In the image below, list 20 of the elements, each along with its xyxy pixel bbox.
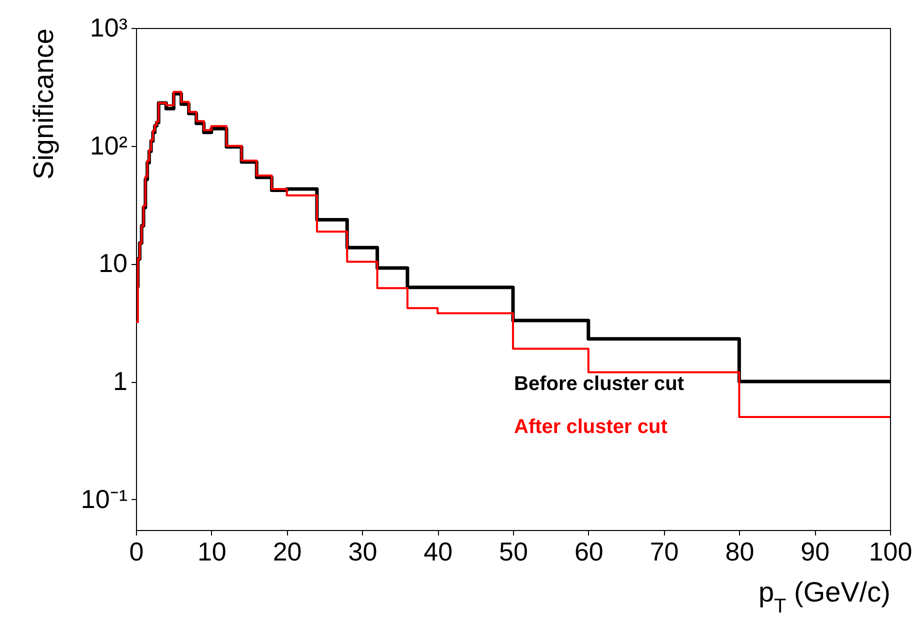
x-tick-label: 30 <box>348 536 378 566</box>
y-tick-label: 10⁻¹ <box>80 484 128 514</box>
x-tick-label: 90 <box>800 536 830 566</box>
x-tick-label: 10 <box>197 536 226 566</box>
x-tick-label: 20 <box>272 536 302 566</box>
x-tick-label: 60 <box>574 536 604 566</box>
x-tick-label: 40 <box>424 536 453 566</box>
x-tick-label: 50 <box>499 536 528 566</box>
x-tick-label: 80 <box>725 536 754 566</box>
text: After cluster cut <box>514 416 668 438</box>
y-tick-label: 10 <box>98 248 128 278</box>
y-tick-label: 1 <box>113 366 128 396</box>
x-axis-title: p$_{T}$ (GeV/c) <box>758 576 890 618</box>
x-tick-label: 100 <box>868 536 912 566</box>
y-axis-title: Significance <box>28 28 59 180</box>
y-tick-label: 10³ <box>90 12 128 42</box>
series-label: Before cluster cut <box>514 373 684 395</box>
y-tick-label: 10² <box>90 130 128 160</box>
x-tick-label: 0 <box>129 536 144 566</box>
x-tick-label: 70 <box>650 536 679 566</box>
